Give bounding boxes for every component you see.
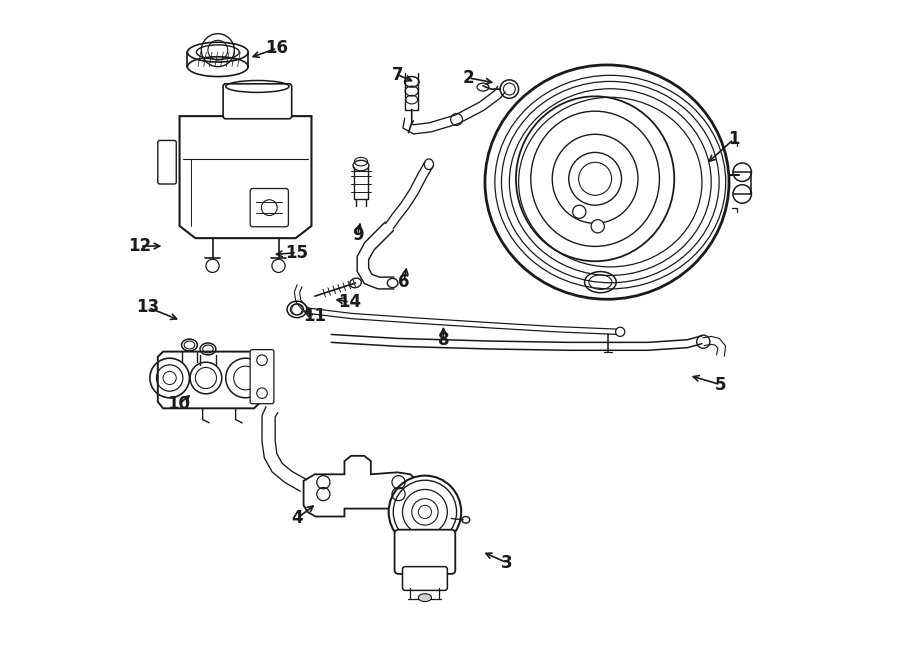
Text: 9: 9 <box>352 226 364 244</box>
Circle shape <box>389 476 461 548</box>
Text: 2: 2 <box>463 69 474 87</box>
Text: 12: 12 <box>129 237 151 255</box>
Circle shape <box>163 371 176 385</box>
Polygon shape <box>180 116 311 238</box>
Ellipse shape <box>418 594 431 602</box>
Circle shape <box>261 200 277 215</box>
Circle shape <box>591 219 604 233</box>
Text: 1: 1 <box>728 130 740 148</box>
Text: 15: 15 <box>285 244 309 262</box>
FancyBboxPatch shape <box>223 84 292 119</box>
Polygon shape <box>158 352 261 408</box>
Text: 13: 13 <box>136 298 159 317</box>
Text: 7: 7 <box>392 65 403 83</box>
FancyBboxPatch shape <box>394 529 455 574</box>
Text: 6: 6 <box>398 274 410 292</box>
FancyBboxPatch shape <box>402 566 447 590</box>
Circle shape <box>572 205 586 218</box>
Text: 4: 4 <box>292 510 302 527</box>
FancyBboxPatch shape <box>250 350 274 404</box>
Circle shape <box>616 327 625 336</box>
Text: 16: 16 <box>266 39 289 58</box>
Ellipse shape <box>187 57 248 77</box>
FancyBboxPatch shape <box>250 188 288 227</box>
Text: 3: 3 <box>501 554 512 572</box>
Text: 10: 10 <box>166 395 190 413</box>
Text: 11: 11 <box>303 307 327 325</box>
Polygon shape <box>303 456 418 518</box>
Text: 14: 14 <box>338 293 361 311</box>
Text: 8: 8 <box>437 331 449 350</box>
FancyBboxPatch shape <box>158 141 176 184</box>
Text: 5: 5 <box>715 375 726 393</box>
